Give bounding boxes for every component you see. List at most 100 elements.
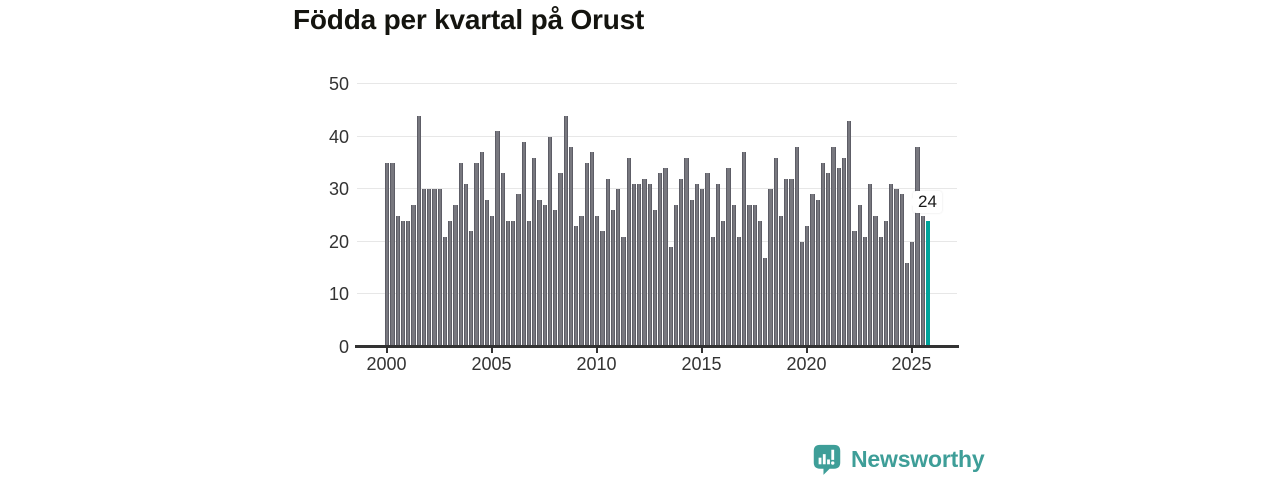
bar [873, 215, 878, 347]
bar [406, 220, 411, 347]
bar [700, 189, 705, 347]
bar [642, 178, 647, 347]
bar [526, 220, 532, 347]
bar [889, 183, 894, 347]
bar [474, 162, 479, 347]
bar [721, 220, 726, 347]
bar [437, 189, 442, 347]
bar [505, 220, 511, 347]
bar [915, 147, 920, 347]
bar [820, 162, 826, 347]
bar [584, 162, 589, 347]
bar [831, 147, 836, 347]
bar-chart-plot-area: 0 10 20 30 40 50 2000 2005 2010 2015 2020 2025 [329, 74, 959, 374]
bar [658, 173, 663, 347]
bar [904, 262, 910, 347]
brand-name: Newsworthy [851, 445, 985, 472]
bar [390, 162, 395, 347]
highlighted-bar [925, 220, 931, 347]
x-axis-tick-label: 2020 [786, 354, 827, 374]
bar [631, 183, 637, 347]
bar [773, 157, 778, 347]
x-axis-tick-label: 2025 [891, 354, 932, 374]
y-axis-tick-label: 50 [328, 74, 349, 94]
bar [616, 189, 621, 347]
bar [558, 173, 563, 347]
bar [747, 204, 752, 347]
bar [416, 115, 421, 347]
bar [516, 194, 521, 347]
bar [847, 120, 852, 347]
bar [841, 157, 847, 347]
bar [710, 236, 715, 347]
bar [778, 215, 784, 347]
last-value-callout: 24 [908, 191, 942, 213]
y-axis-tick-label: 20 [328, 231, 349, 252]
bar [789, 178, 794, 347]
x-axis-tick [595, 347, 598, 353]
y-axis-tick-label: 30 [328, 179, 349, 200]
bar [878, 236, 883, 347]
bar [610, 210, 616, 347]
bar [542, 204, 547, 347]
bar [836, 168, 841, 347]
bar [469, 231, 474, 347]
bar [668, 247, 673, 347]
x-axis-tick [910, 347, 913, 353]
bar [910, 241, 915, 347]
x-axis-tick-label: 2005 [471, 354, 512, 374]
bar [432, 189, 437, 347]
bar [694, 183, 700, 347]
bar [805, 226, 810, 347]
bar [490, 215, 495, 347]
bar [647, 183, 652, 347]
bar [589, 152, 595, 347]
bar [752, 204, 757, 347]
bar [920, 215, 925, 347]
bar [595, 215, 600, 347]
bar [427, 189, 432, 347]
bar [458, 162, 463, 347]
bar [794, 147, 799, 347]
bar [385, 162, 390, 347]
bar [899, 194, 904, 347]
bar [815, 199, 820, 347]
bar [463, 183, 469, 347]
bar [768, 189, 773, 347]
bar [757, 220, 763, 347]
bar [726, 168, 731, 347]
bar [563, 115, 568, 347]
bar [479, 152, 484, 347]
bar [537, 199, 542, 347]
bar [521, 141, 526, 347]
x-axis-line [355, 345, 959, 348]
bar [894, 189, 899, 347]
bar [453, 204, 458, 347]
bar [495, 131, 500, 347]
last-value-callout-label: 24 [918, 192, 937, 211]
bar [731, 204, 736, 347]
bar [448, 220, 453, 347]
bar [574, 226, 579, 347]
bar [395, 215, 400, 347]
bar [826, 173, 831, 347]
y-axis-tick-label: 10 [328, 284, 349, 305]
bar [705, 173, 710, 347]
callout-arrow-icon [908, 197, 914, 207]
bar [637, 183, 642, 347]
bar [763, 257, 768, 347]
bar [857, 204, 862, 347]
bar [579, 215, 584, 347]
bar [600, 231, 605, 347]
newsworthy-logo-icon [813, 444, 841, 475]
bar [715, 183, 721, 347]
bar [852, 231, 857, 347]
bar [810, 194, 815, 347]
bar [868, 183, 873, 347]
bar [862, 236, 868, 347]
gridline [357, 188, 957, 190]
bar [568, 147, 574, 347]
bar [532, 157, 537, 347]
chart-title: Födda per kvartal på Orust [293, 4, 645, 35]
